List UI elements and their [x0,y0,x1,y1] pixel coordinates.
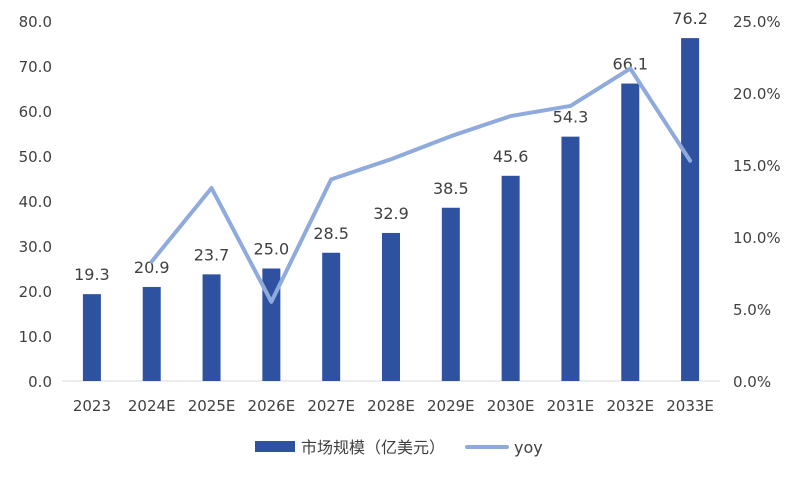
left-axis-tick-label: 70.0 [19,58,52,76]
right-axis-tick-label: 25.0% [733,13,781,31]
yoy-line [152,69,690,302]
legend-bar-label: 市场规模（亿美元） [301,438,445,457]
x-axis-tick-label: 2027E [307,397,355,415]
left-axis-tick-label: 0.0 [28,373,52,391]
data-label: 76.2 [672,9,708,28]
right-axis-tick-label: 5.0% [733,301,771,319]
bar [561,137,579,381]
bar [502,176,520,381]
bar [143,287,161,381]
left-axis-tick-label: 10.0 [19,328,52,346]
left-axis-tick-label: 20.0 [19,283,52,301]
x-axis-tick-label: 2033E [666,397,714,415]
right-axis-tick-label: 10.0% [733,229,781,247]
legend-line-label: yoy [514,438,543,457]
right-axis-tick-label: 15.0% [733,157,781,175]
right-axis-tick-label: 20.0% [733,85,781,103]
x-axis-tick-label: 2029E [427,397,475,415]
left-axis-tick-label: 80.0 [19,13,52,31]
right-axis-tick-label: 0.0% [733,373,771,391]
x-axis-tick-label: 2028E [367,397,415,415]
bar [83,294,101,381]
left-axis-tick-label: 60.0 [19,103,52,121]
bar [382,233,400,381]
x-axis-tick-label: 2023 [73,397,111,415]
x-axis-tick-label: 2031E [547,397,595,415]
data-label: 28.5 [313,224,349,243]
bar [322,253,340,381]
x-axis-tick-label: 2026E [248,397,296,415]
x-axis-tick-label: 2030E [487,397,535,415]
data-label: 23.7 [194,245,230,264]
data-label: 19.3 [74,265,110,284]
data-label: 25.0 [254,240,290,259]
data-label: 54.3 [553,108,589,127]
data-label: 45.6 [493,147,529,166]
x-axis-tick-label: 2025E [188,397,236,415]
bar [442,208,460,381]
data-label: 32.9 [373,204,409,223]
data-label: 38.5 [433,179,469,198]
x-axis-tick-label: 2032E [606,397,654,415]
left-axis-tick-label: 50.0 [19,148,52,166]
bar [203,274,221,381]
x-axis-tick-label: 2024E [128,397,176,415]
left-axis-tick-label: 40.0 [19,193,52,211]
left-axis-tick-label: 30.0 [19,238,52,256]
bar [681,38,699,381]
legend-bar-swatch [255,441,295,452]
bar [621,84,639,381]
